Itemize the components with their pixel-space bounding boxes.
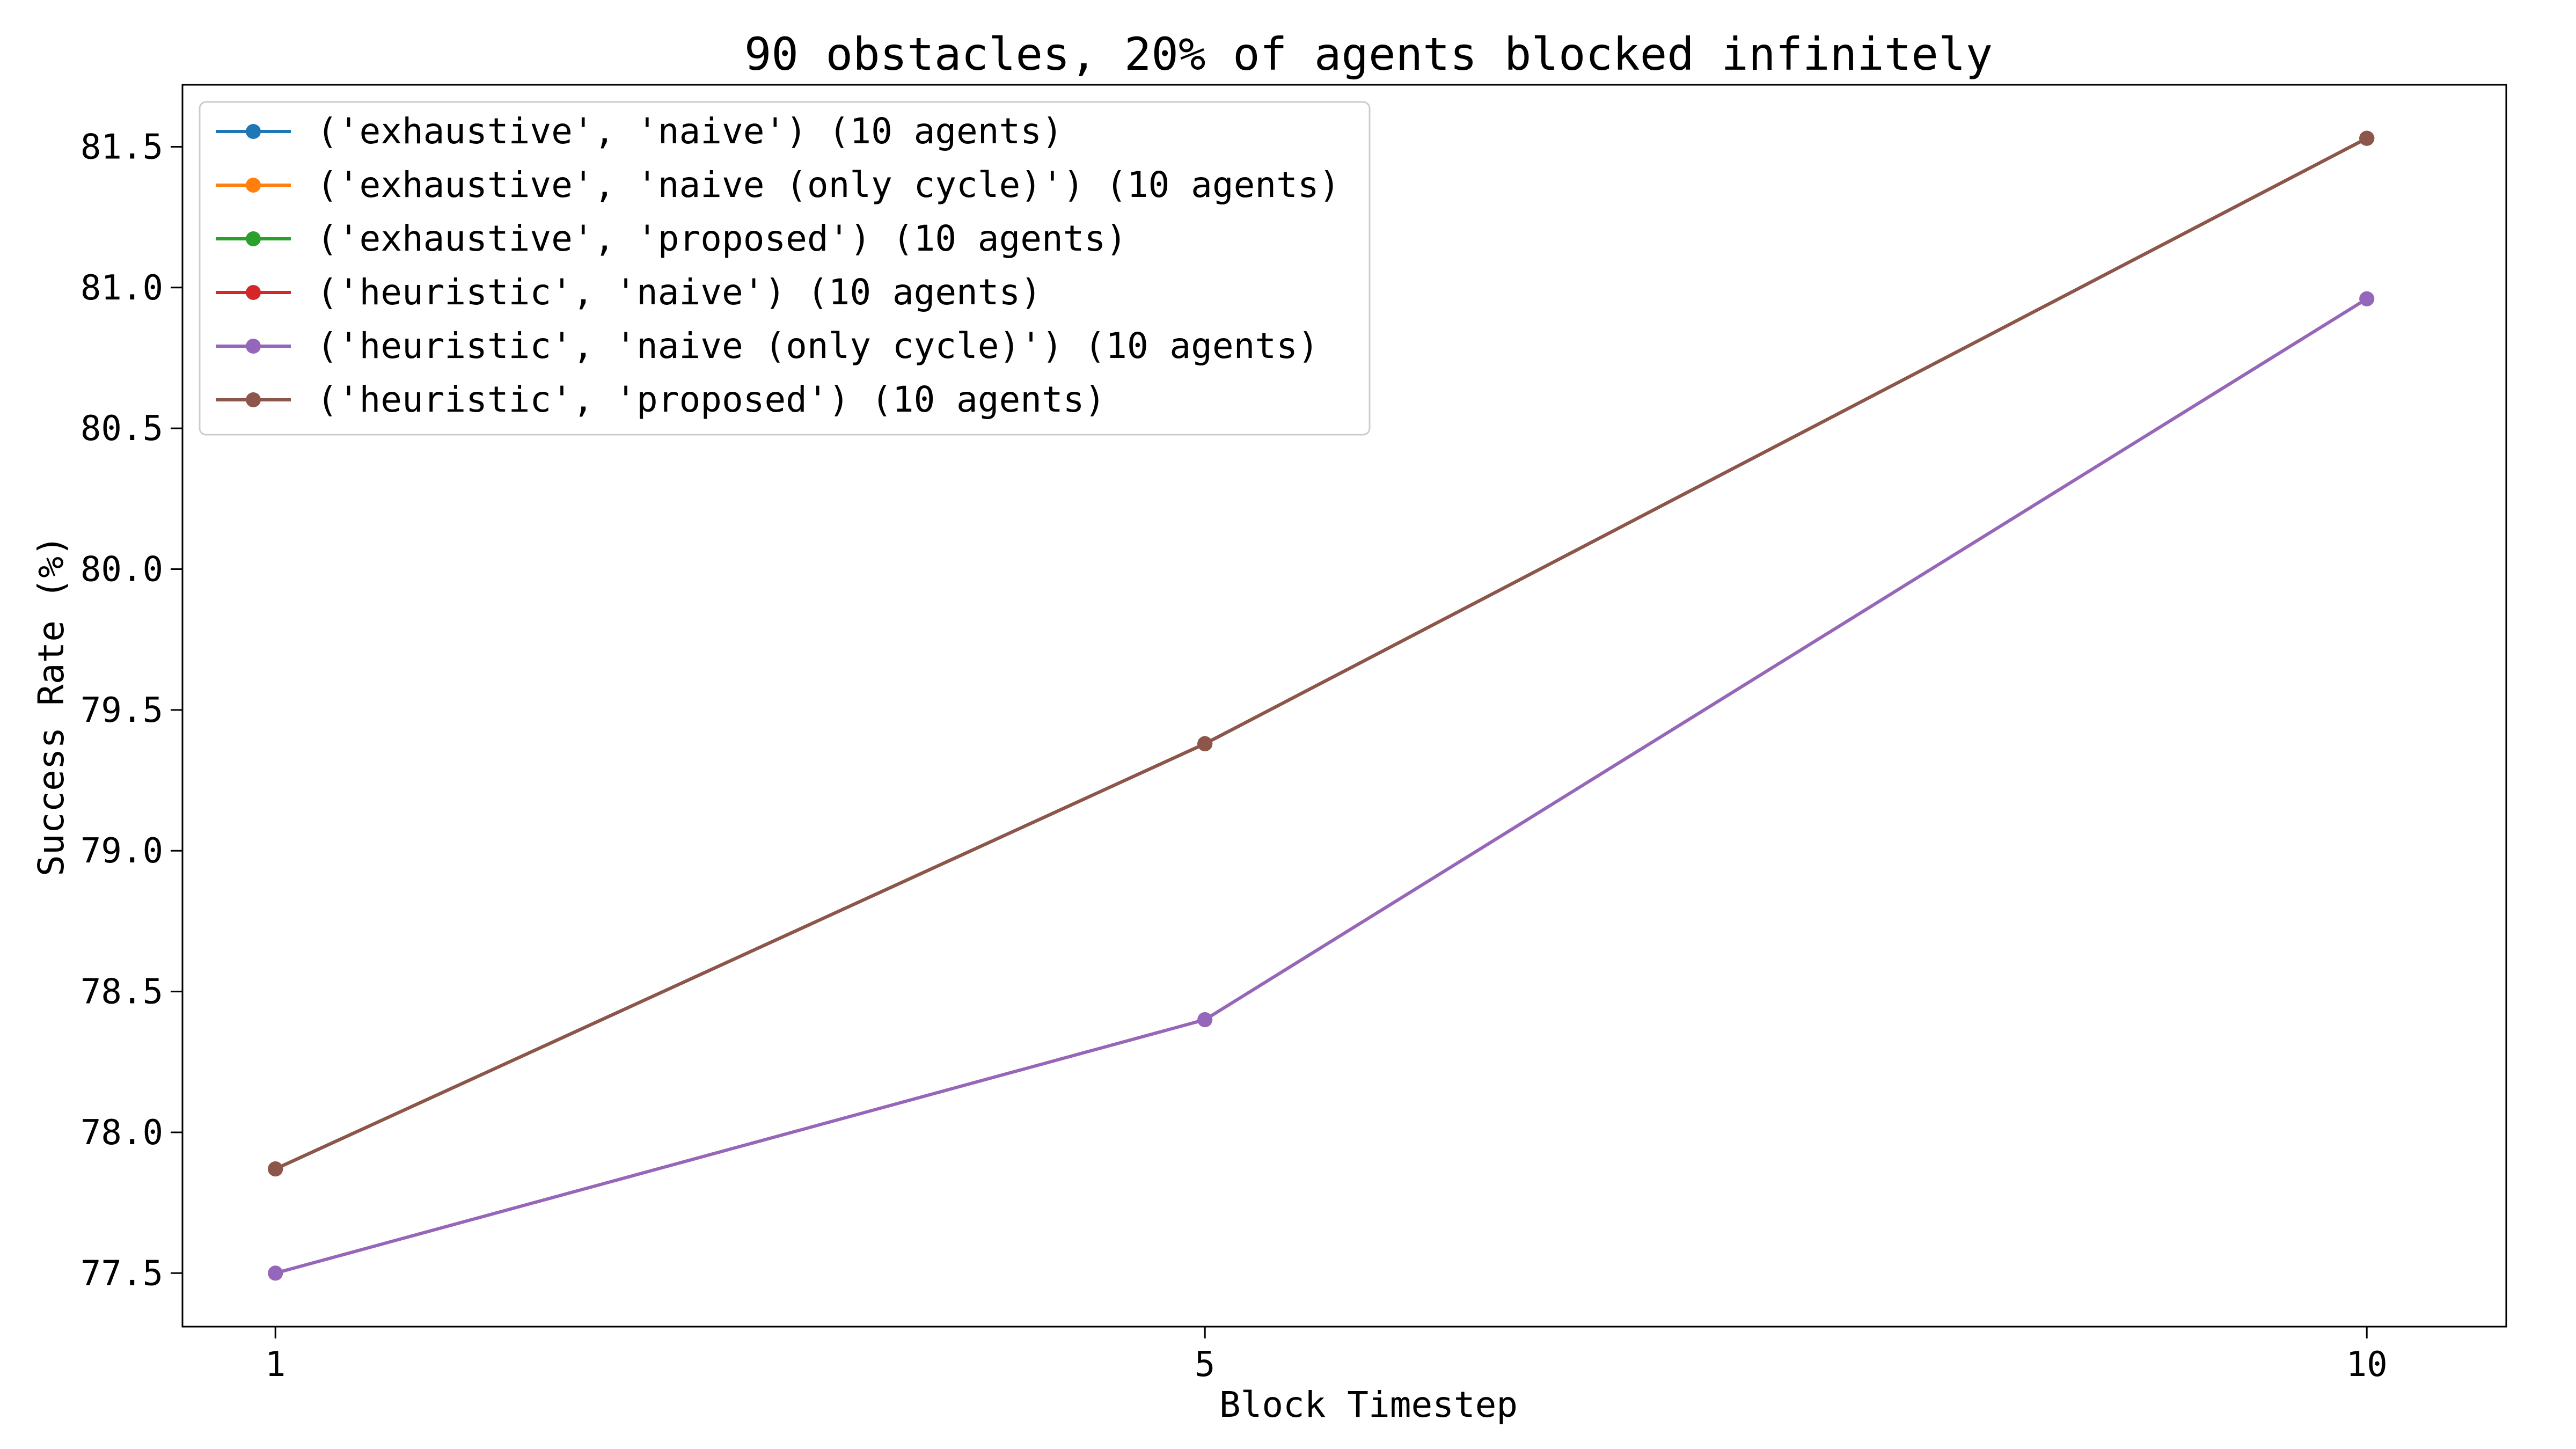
legend-label: ('heuristic', 'naive') (10 agents)	[317, 272, 1042, 313]
legend-label: ('exhaustive', 'naive (only cycle)') (10…	[317, 164, 1340, 206]
x-axis: 1 5 10	[265, 1327, 2388, 1385]
data-point	[1197, 736, 1213, 751]
x-tick-label: 10	[2346, 1345, 2388, 1385]
legend-item: ('heuristic', 'naive (only cycle)') (10 …	[216, 325, 1319, 367]
y-tick-label: 78.0	[80, 1113, 163, 1153]
legend-item: ('exhaustive', 'naive (only cycle)') (10…	[216, 164, 1340, 206]
series-5	[268, 291, 2375, 1281]
y-tick-label: 78.5	[80, 972, 163, 1012]
y-tick-label: 81.5	[80, 127, 163, 167]
legend-label: ('exhaustive', 'proposed') (10 agents)	[317, 218, 1127, 259]
plot-frame	[181, 84, 2507, 1328]
legend-box	[199, 101, 1371, 436]
series-line	[275, 297, 2368, 1275]
legend-item: ('exhaustive', 'naive') (10 agents)	[216, 111, 1063, 152]
legend-item: ('exhaustive', 'proposed') (10 agents)	[216, 218, 1127, 259]
legend-item: ('heuristic', 'naive') (10 agents)	[216, 272, 1042, 313]
legend-item: ('heuristic', 'proposed') (10 agents)	[216, 379, 1106, 420]
y-tick-label: 80.0	[80, 550, 163, 590]
legend-label: ('exhaustive', 'naive') (10 agents)	[317, 111, 1063, 152]
x-axis-label: Block Timestep	[1219, 1384, 1518, 1425]
y-axis: 77.5 78.0 78.5 79.0 79.5 80.0 80.5 81.0 81.5	[80, 127, 182, 1293]
y-axis-label: Success Rate (%)	[31, 535, 72, 876]
x-tick-label: 5	[1195, 1345, 1216, 1385]
data-point	[268, 1161, 283, 1177]
data-point	[268, 1265, 283, 1281]
series-6	[268, 130, 2375, 1177]
legend: ('exhaustive', 'naive') (10 agents) ('exh…	[199, 101, 1371, 436]
x-tick-label: 1	[265, 1345, 286, 1385]
data-point	[2359, 291, 2375, 306]
legend-entries: ('exhaustive', 'naive') (10 agents) ('exh…	[216, 111, 1340, 420]
y-tick-label: 80.5	[80, 409, 163, 449]
legend-swatch-marker	[246, 339, 261, 354]
legend-swatch-marker	[246, 285, 261, 300]
series-line	[275, 297, 2368, 1275]
legend-label: ('heuristic', 'proposed') (10 agents)	[317, 379, 1106, 420]
series-layer	[268, 130, 2375, 1281]
legend-label: ('heuristic', 'naive (only cycle)') (10 …	[317, 325, 1319, 367]
series-2	[268, 291, 2375, 1281]
legend-swatch-marker	[246, 178, 261, 193]
chart-title: 90 obstacles, 20% of agents blocked infi…	[744, 28, 1993, 80]
legend-swatch-marker	[246, 124, 261, 139]
y-tick-label: 79.0	[80, 831, 163, 871]
y-tick-label: 81.0	[80, 268, 163, 308]
legend-swatch-marker	[246, 392, 261, 407]
y-tick-label: 79.5	[80, 691, 163, 730]
data-point	[1197, 1012, 1213, 1028]
y-tick-label: 77.5	[80, 1254, 163, 1293]
data-point	[2359, 130, 2375, 146]
legend-swatch-marker	[246, 231, 261, 246]
